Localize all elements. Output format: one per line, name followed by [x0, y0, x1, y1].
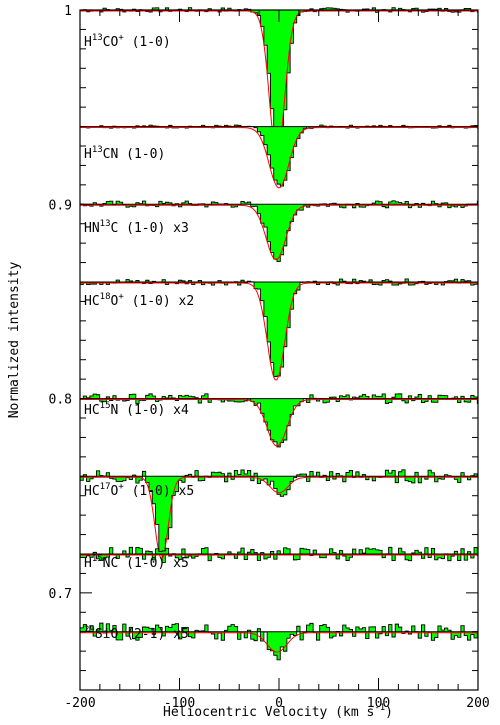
fit-curve-5: [80, 399, 478, 447]
x-tick-label: -200: [64, 696, 95, 711]
series-label-part: 13: [100, 219, 111, 229]
series-label-part: H: [84, 147, 92, 162]
spectrum-fill-4: [80, 278, 478, 377]
spectrum-3: [80, 200, 478, 262]
x-tick-label: 100: [367, 696, 390, 711]
series-label-1: H13CO+ (1-0): [84, 33, 171, 50]
series-label-4: HC18O+ (1-0) x2: [84, 292, 194, 309]
spectrum-2: [80, 124, 478, 189]
series-label-8: 29SiO (2-1) x5: [84, 625, 189, 642]
x-tick-label: 200: [466, 696, 489, 711]
fit-curve-3: [80, 204, 478, 261]
fit-curve-6: [80, 476, 478, 560]
series-label-6: HC17O+ (1-0) x5: [84, 482, 194, 499]
fit-curve-2: [80, 127, 478, 189]
spectrum-fill-2: [80, 125, 478, 187]
spectrum-line-4: [80, 278, 478, 378]
series-label-part: H: [84, 35, 92, 50]
series-label-part: SiO (2-1) x5: [95, 627, 189, 642]
series-label-part: +: [118, 33, 124, 43]
spectrum-7: [80, 546, 478, 562]
spectrum-fill-6: [80, 469, 478, 563]
x-axis-title-close: ): [385, 705, 393, 720]
y-tick-label: 1: [64, 4, 72, 19]
series-label-part: (1-0) x2: [124, 294, 194, 309]
x-tick-label: 0: [275, 696, 283, 711]
series-label-part: (1-0): [124, 35, 171, 50]
series-label-part: CO: [103, 35, 119, 50]
series-label-part: 13: [92, 145, 103, 155]
series-label-part: 15: [100, 401, 111, 411]
y-axis-title: Normalized intensity: [7, 262, 22, 419]
spectrum-fill-1: [80, 7, 478, 152]
series-label-part: NC (1-0) x5: [103, 556, 189, 571]
series-label-part: 18: [100, 292, 111, 302]
labels: H13CO+ (1-0)H13CN (1-0)HN13C (1-0) x3HC1…: [84, 33, 194, 642]
series-label-part: 13: [92, 33, 103, 43]
fit-curve-8: [80, 632, 478, 653]
spectrum-6: [80, 469, 478, 563]
plot-area: [80, 7, 478, 661]
spectrum-line-8: [80, 622, 478, 661]
axes-frame: -200 -100 0 100 200 1 0.9 0.8 0.7: [49, 4, 490, 711]
spectrum-line-6: [80, 469, 478, 563]
series-label-part: +: [118, 292, 124, 302]
x-axis-title-sup: -1: [374, 703, 385, 713]
x-axis-title-main: Heliocentric Velocity (km s: [163, 705, 374, 720]
x-tick-label: -100: [164, 696, 195, 711]
series-label-part: C (1-0) x3: [111, 221, 189, 236]
series-label-part: 17: [100, 482, 111, 492]
series-label-7: H15NC (1-0) x5: [84, 554, 189, 571]
spectrum-line-5: [80, 393, 478, 448]
series-label-part: O: [111, 484, 119, 499]
spectrum-5: [80, 393, 478, 448]
series-label-5: HC15N (1-0) x4: [84, 401, 189, 418]
spectrum-line-7: [80, 546, 478, 562]
series-label-part: CN (1-0): [103, 147, 166, 162]
series-label-part: HN: [84, 221, 100, 236]
y-tick-label: 0.8: [49, 393, 72, 408]
series-label-part: (1-0) x5: [124, 484, 194, 499]
y-tick-label: 0.7: [49, 587, 72, 602]
series-label-part: HC: [84, 484, 100, 499]
x-axis-title: Heliocentric Velocity (km s-1): [163, 703, 393, 720]
spectrum-fill-3: [80, 200, 478, 262]
series-label-part: N (1-0) x4: [111, 403, 189, 418]
series-label-2: H13CN (1-0): [84, 145, 165, 162]
fit-curve-4: [80, 282, 478, 381]
spectrum-8: [80, 622, 478, 661]
spectrum-fill-5: [80, 393, 478, 447]
series-label-part: 15: [92, 554, 103, 564]
series-label-part: H: [84, 556, 92, 571]
y-tick-label: 0.9: [49, 198, 72, 213]
series-label-part: 29: [84, 625, 95, 635]
series-label-part: HC: [84, 294, 100, 309]
series-label-part: HC: [84, 403, 100, 418]
series-label-part: O: [111, 294, 119, 309]
spectrum-4: [80, 278, 478, 381]
series-label-part: +: [118, 482, 124, 492]
series-label-3: HN13C (1-0) x3: [84, 219, 189, 236]
